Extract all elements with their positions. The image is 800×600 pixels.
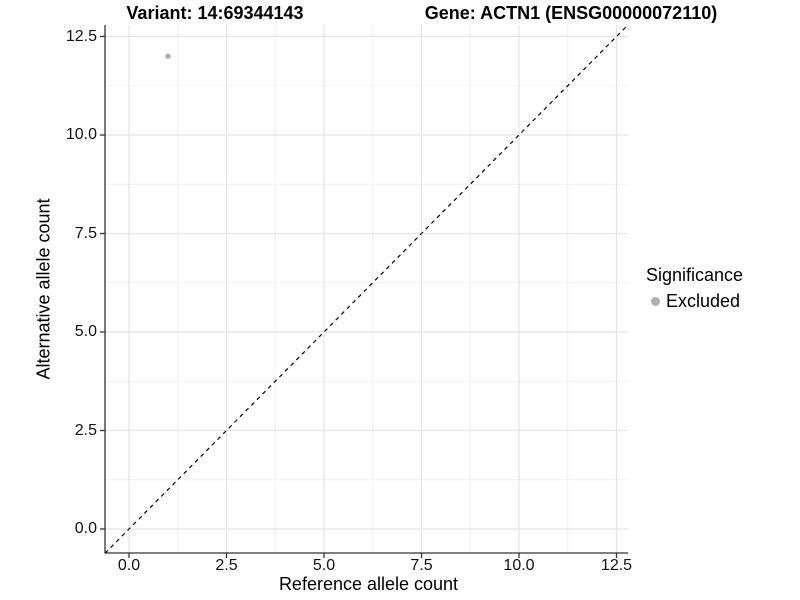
- plot-title-gene: Gene: ACTN1 (ENSG00000072110): [424, 3, 718, 23]
- plot-title-variant: Variant: 14:69344143: [126, 3, 304, 23]
- legend-item-label: Excluded: [666, 291, 741, 311]
- x-tick-label: 7.5: [410, 557, 433, 574]
- x-tick-label: 10.0: [503, 557, 535, 574]
- legend-title: Significance: [646, 265, 744, 285]
- x-tick-label: 2.5: [215, 557, 238, 574]
- legend: Significance Excluded: [646, 264, 743, 313]
- y-tick-label: 0.0: [74, 520, 97, 537]
- y-tick-label: 12.5: [65, 27, 97, 45]
- y-tick-label: 2.5: [74, 421, 97, 439]
- legend-item-excluded: Excluded: [646, 290, 743, 313]
- x-tick-label: 0.0: [117, 557, 141, 574]
- legend-marker-circle-icon: [651, 297, 660, 306]
- y-tick-label: 10.0: [65, 126, 97, 143]
- y-tick-label: 7.5: [74, 224, 97, 242]
- x-tick-label: 12.5: [600, 557, 633, 574]
- x-axis-title: Reference allele count: [278, 574, 459, 594]
- identity-line: [104, 24, 629, 554]
- data-point-excluded: [165, 53, 171, 59]
- x-tick-label: 5.0: [312, 557, 336, 574]
- y-tick-label: 5.0: [74, 323, 97, 340]
